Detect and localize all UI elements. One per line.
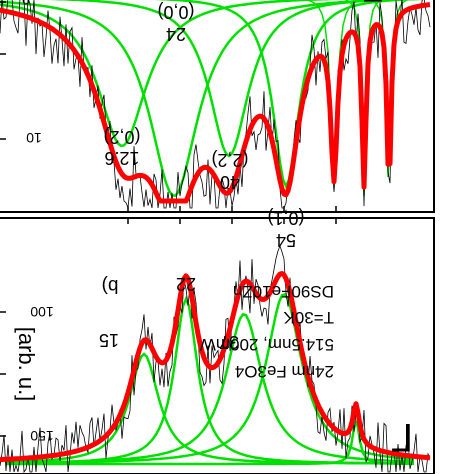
tick-label-10: 10	[26, 130, 42, 146]
peak-label-24: 24	[166, 24, 186, 44]
top-component-curve	[5, 352, 414, 465]
bottom-component-curve	[0, 0, 429, 198]
top-panel-frame	[0, 217, 435, 474]
bottom-panel-frame	[0, 0, 435, 213]
tick-label-150: 150	[30, 428, 54, 444]
bottom-component-curve	[153, 0, 419, 189]
peak-label-22: 22	[176, 274, 196, 294]
peak-mode-0-1: (0,1)	[267, 208, 304, 228]
top-component-curves	[5, 292, 415, 466]
y-axis-label: [arb. u.]	[14, 327, 39, 402]
annotation-laser: 514.5nm, 200mW	[200, 335, 334, 354]
gamma-symbol-bottom: Γ	[363, 0, 385, 9]
annotation-temperature: T=30K	[283, 308, 334, 327]
peak-label-40: 40	[220, 172, 240, 192]
peak-label-12-6: 12.6	[104, 148, 139, 168]
peak-label-54: 54	[276, 230, 296, 250]
panel-label: b)	[102, 275, 119, 296]
peak-label-15: 15	[99, 330, 119, 350]
gamma-symbol-top: Γ	[391, 415, 413, 459]
peak-mode-0-2: (0,2)	[103, 127, 140, 147]
axis-ticks	[0, 1, 337, 437]
annotation-film: 24nm Fe3O4	[235, 362, 334, 381]
peak-mode-0-0: (0,0)	[157, 2, 194, 22]
bottom-component-curve	[344, 0, 384, 197]
top-fit-curve	[0, 271, 431, 463]
peak-mode-2-2: (2,2)	[211, 150, 248, 170]
peak-label-37: 37	[219, 332, 239, 352]
tick-label-0: 0	[22, 0, 30, 8]
tick-label-100: 100	[30, 304, 54, 320]
bottom-fit-curve	[0, 2, 431, 204]
annotation-sample: DS90Fe10Zn	[233, 282, 334, 301]
